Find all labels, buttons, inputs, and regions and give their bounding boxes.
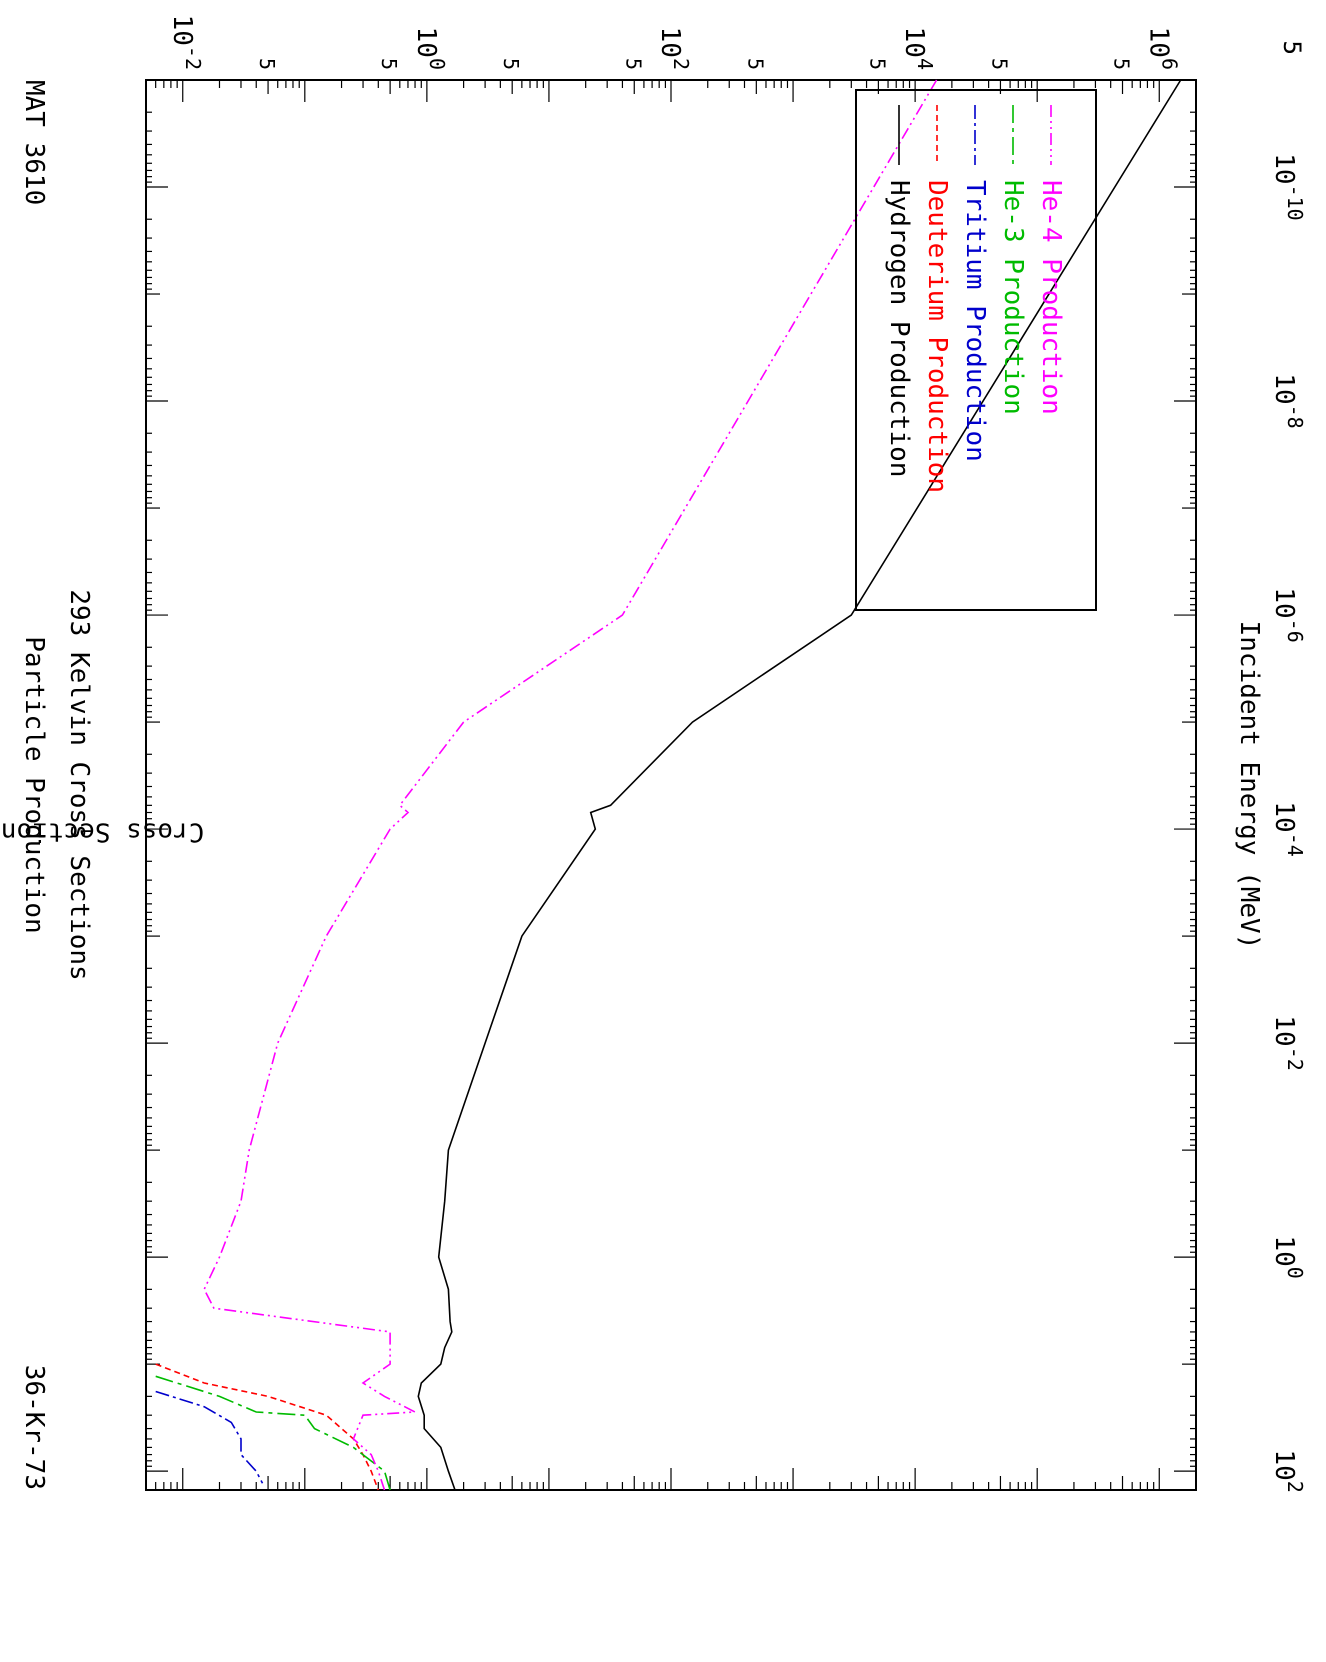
series-line (155, 1390, 264, 1484)
x-minor-tick-label: 5 (1278, 41, 1306, 55)
tick-labels: 10-10 10-8 10-6 10-4 10-2 100 102 5 10-2 100 102 10… (167, 15, 1307, 1493)
series-line (155, 1375, 391, 1491)
x-tick-label: 10-10 (1269, 153, 1307, 220)
legend-box (855, 89, 1097, 611)
y-minor-tick-label: 5 (1110, 58, 1134, 70)
x-axis-label: Incident Energy (MeV) (1234, 621, 1264, 950)
legend-label: Tritium Production (960, 180, 990, 462)
legend-items: Hydrogen Production Deuterium Production T… (884, 105, 1066, 493)
legend: Hydrogen Production Deuterium Production T… (855, 89, 1097, 611)
y-minor-tick-label: 5 (255, 58, 279, 70)
series-tritium-production (155, 1390, 264, 1484)
y-minor-tick-label: 5 (499, 58, 523, 70)
x-tick-label: 10-2 (1269, 1015, 1307, 1070)
rotated-plot-group: 10-10 10-8 10-6 10-4 10-2 100 102 5 10-2 100 102 10… (19, 15, 1307, 1493)
y-minor-tick-label: 5 (377, 58, 401, 70)
legend-label: Hydrogen Production (884, 180, 914, 477)
series-hydrogen-production (417, 79, 1182, 1491)
y-axis-label: Cross Section (barns) (0, 817, 204, 847)
legend-label: Deuterium Production (922, 180, 952, 493)
legend-label: He-3 Production (998, 180, 1028, 415)
y-tick-label: 106 (1143, 27, 1181, 70)
x-tick-label: 10-6 (1269, 587, 1307, 642)
y-minor-tick-label: 5 (621, 58, 645, 70)
x-tick-label: 10-4 (1269, 801, 1307, 856)
series-he-4-production (203, 79, 938, 1491)
x-tick-label: 10-8 (1269, 373, 1307, 428)
series-line (203, 79, 938, 1491)
series-layer (155, 79, 1182, 1491)
chart-title: Particle Production (19, 636, 49, 933)
series-he-3-production (155, 1375, 391, 1491)
y-tick-label: 10-2 (167, 15, 205, 70)
legend-label: He-4 Production (1036, 180, 1066, 415)
x-tick-label: 102 (1269, 1449, 1307, 1492)
y-tick-label: 104 (899, 27, 937, 70)
series-deuterium-production (155, 1363, 380, 1491)
chart-subtitle: 293 Kelvin Cross Sections (64, 589, 94, 980)
material-id: MAT 3610 (19, 80, 49, 205)
y-tick-label: 100 (411, 27, 449, 70)
y-tick-label: 102 (655, 27, 693, 70)
series-line (417, 79, 1182, 1491)
axis-ticks (145, 79, 1197, 1490)
y-minor-tick-label: 5 (987, 58, 1011, 70)
y-minor-tick-label: 5 (743, 58, 767, 70)
series-line (155, 1363, 380, 1491)
y-minor-tick-label: 5 (865, 58, 889, 70)
x-tick-label: 100 (1269, 1235, 1307, 1278)
nuclide-label: 36-Kr-73 (19, 1365, 49, 1490)
